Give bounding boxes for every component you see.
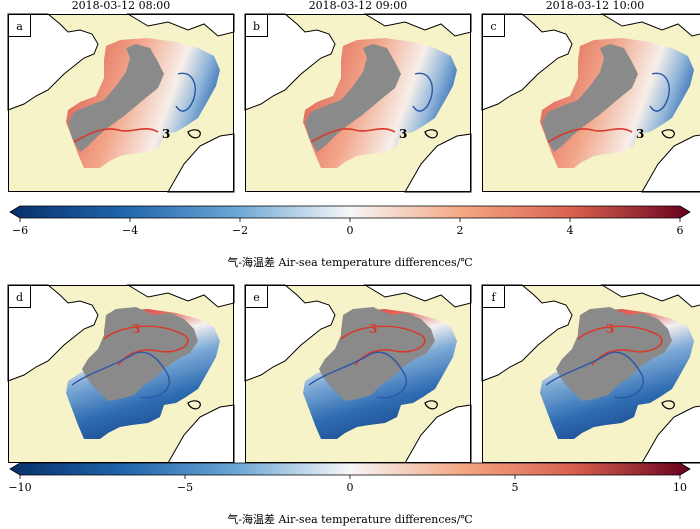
bay-water	[244, 284, 336, 382]
colorbar-gradient	[9, 205, 691, 219]
bay-water	[7, 13, 99, 111]
colorbar-tick-label: 6	[677, 224, 684, 237]
panel-time-label: 2018-03-12 09:00	[309, 0, 408, 12]
contour-blue	[412, 72, 433, 112]
north-water	[600, 284, 700, 308]
bay-water	[481, 284, 573, 382]
open-sea	[641, 134, 700, 193]
colorbar-tick-label: 4	[567, 224, 574, 237]
contour-red	[310, 128, 396, 143]
colorbar-2: −10 −5 0 5 10	[8, 462, 691, 494]
colorbar-tick-label: −5	[177, 481, 193, 494]
panel-id-box	[245, 285, 268, 308]
panel-border	[482, 14, 700, 192]
masked-region	[556, 307, 672, 401]
panel-id-box	[482, 285, 505, 308]
contour-label: 3	[369, 322, 377, 336]
masked-region	[68, 44, 164, 152]
contour-blue	[175, 72, 196, 112]
temperature-field	[303, 38, 457, 168]
map-panel-c: 3 c 2018-03-12 10:00	[481, 0, 700, 193]
colorbar-tick-label: −10	[8, 481, 31, 494]
panel-id-label: e	[253, 291, 260, 304]
panel-id-box	[8, 14, 31, 37]
contour-red	[547, 128, 633, 143]
panel-id-label: b	[253, 20, 260, 33]
colorbar-label-1: 气-海温差 Air-sea temperature differences/℃	[227, 255, 472, 269]
masked-region	[542, 44, 638, 152]
contour-label: 3	[636, 127, 644, 141]
colorbar-tick-label: −6	[12, 224, 28, 237]
contour-label: 3	[162, 127, 170, 141]
masked-region	[319, 307, 435, 401]
colorbar-tick-label: 0	[347, 481, 354, 494]
colorbar-gradient	[9, 462, 691, 476]
panel-border	[245, 285, 471, 463]
contour-label: 3	[606, 322, 614, 336]
panel-time-label: 2018-03-12 10:00	[546, 0, 645, 12]
panel-id-label: f	[491, 291, 496, 304]
map-panel-f: 3f	[481, 284, 700, 464]
bay-water	[7, 284, 99, 382]
panel-border	[482, 285, 700, 463]
masked-region	[305, 44, 401, 152]
panel-border	[245, 14, 471, 192]
panels-row-1: 3 a 2018-03-12 08:00 3 b 2018-03-12 09:00 3 c 20…	[7, 0, 700, 193]
map-panel-d: 3d	[7, 284, 235, 464]
temperature-field	[540, 38, 694, 168]
panel-id-box	[482, 14, 505, 37]
contour-red	[577, 325, 663, 366]
colorbar-tick-label: 10	[673, 481, 687, 494]
colorbar-tick-label: 5	[512, 481, 519, 494]
contour-red	[340, 325, 426, 366]
colorbar-label-2: 气-海温差 Air-sea temperature differences/℃	[227, 512, 472, 526]
panel-id-label: a	[16, 20, 23, 33]
contour-red	[103, 325, 189, 366]
masked-region	[82, 307, 198, 401]
panel-time-label: 2018-03-12 08:00	[72, 0, 171, 12]
island-outline	[661, 400, 675, 410]
panel-border	[8, 285, 234, 463]
contour-red	[73, 128, 159, 143]
colorbar-tick-label: −2	[232, 224, 248, 237]
contour-label: 3	[399, 127, 407, 141]
colorbar-tick-label: −4	[122, 224, 138, 237]
open-sea	[641, 405, 700, 464]
bay-water	[481, 13, 573, 111]
contour-blue	[71, 351, 170, 399]
panel-id-label: d	[16, 291, 23, 304]
island-outline	[187, 400, 201, 410]
north-water	[600, 13, 700, 37]
panel-border	[8, 14, 234, 192]
contour-label: 3	[132, 322, 140, 336]
contour-blue	[545, 351, 644, 399]
map-panel-a: 3 a 2018-03-12 08:00	[7, 0, 235, 193]
bay-water	[244, 13, 336, 111]
panel-id-label: c	[490, 20, 496, 33]
map-panel-e: 3e	[244, 284, 472, 464]
map-panel-b: 3 b 2018-03-12 09:00	[244, 0, 472, 193]
contour-blue	[649, 72, 670, 112]
colorbar-tick-label: 0	[347, 224, 354, 237]
island-outline	[424, 129, 438, 139]
island-outline	[187, 129, 201, 139]
island-outline	[661, 129, 675, 139]
contour-blue	[308, 351, 407, 399]
island-outline	[424, 400, 438, 410]
panel-id-box	[8, 285, 31, 308]
colorbar-tick-label: 2	[457, 224, 464, 237]
panel-id-box	[245, 14, 268, 37]
temperature-field	[66, 38, 220, 168]
colorbar-1: −6 −4 −2 0 2 4 6	[9, 205, 691, 237]
